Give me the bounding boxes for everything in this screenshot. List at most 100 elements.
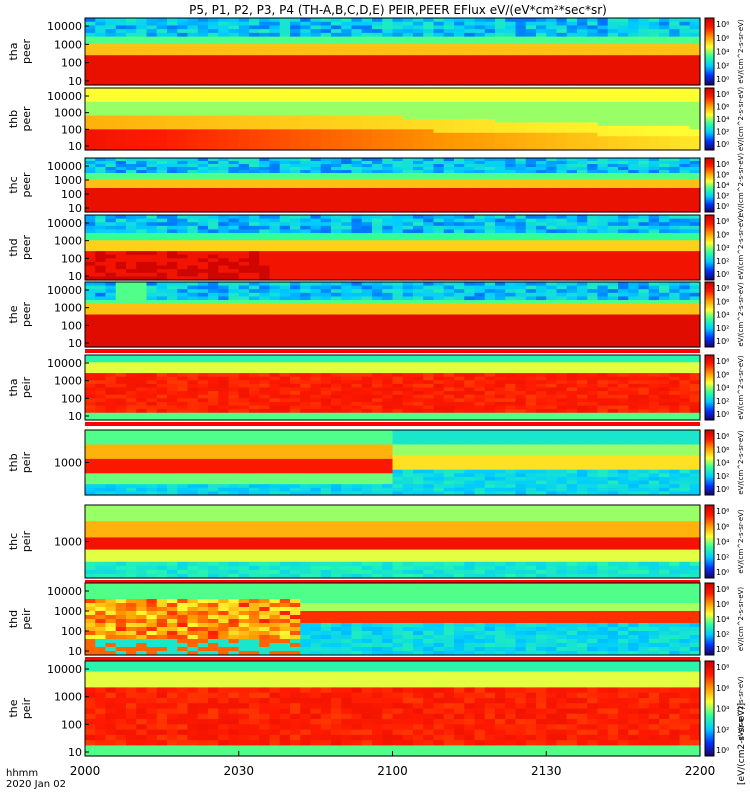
spectrogram-cell <box>320 332 332 337</box>
spectrogram-cell <box>566 70 578 75</box>
spectrogram-cell <box>484 55 496 60</box>
spectrogram-cell <box>136 188 148 192</box>
spectrogram-cell <box>351 81 363 86</box>
spectrogram-cell <box>290 265 301 270</box>
spectrogram-cell <box>556 44 568 49</box>
spectrogram-cell <box>126 112 137 117</box>
spectrogram-cell <box>238 25 250 30</box>
spectrogram-cell <box>484 91 496 96</box>
spectrogram-cell <box>566 58 578 64</box>
spectrogram-cell <box>310 194 322 198</box>
spectrogram-cell <box>249 194 260 198</box>
spectrogram-cell <box>382 269 394 274</box>
spectrogram-cell <box>392 336 404 341</box>
spectrogram-cell <box>167 310 178 316</box>
spectrogram-cell <box>361 139 373 144</box>
spectrogram-cell <box>423 132 435 137</box>
spectrogram-cell <box>597 66 609 71</box>
spectrogram-cell <box>197 132 209 137</box>
spectrogram-cell <box>197 55 209 60</box>
spectrogram-cell <box>638 170 650 174</box>
spectrogram-cell <box>689 40 701 45</box>
spectrogram-cell <box>249 258 260 263</box>
spectrogram-cell <box>187 108 199 113</box>
spectrogram-cell <box>259 185 271 189</box>
spectrogram-cell <box>115 36 127 41</box>
spectrogram-cell <box>577 91 588 96</box>
spectrogram-cell <box>607 70 619 75</box>
spectrogram-cell <box>484 269 496 274</box>
spectrogram-cell <box>238 129 250 134</box>
spectrogram-cell <box>689 47 701 53</box>
spectrogram-cell <box>300 136 312 141</box>
spectrogram-cell <box>187 115 199 120</box>
spectrogram-cell <box>187 254 199 259</box>
spectrogram-cell <box>218 91 230 96</box>
spectrogram-cell <box>679 197 691 201</box>
spectrogram-cell <box>597 222 609 227</box>
spectrogram-cell <box>259 321 271 326</box>
spectrogram-cell <box>505 47 517 53</box>
spectrogram-cell <box>136 81 148 86</box>
spectrogram-cell <box>413 203 424 207</box>
spectrogram-cell <box>382 29 394 34</box>
spectrogram-cell <box>95 136 107 141</box>
spectrogram-cell <box>259 66 271 71</box>
spectrogram-cell <box>269 289 281 294</box>
spectrogram-cell <box>249 206 260 210</box>
spectrogram-cell <box>669 254 681 259</box>
spectrogram-cell <box>341 336 353 341</box>
spectrogram-cell <box>628 44 640 49</box>
spectrogram-cell <box>413 146 424 151</box>
spectrogram-cell <box>443 269 455 274</box>
spectrogram-cell <box>95 339 107 344</box>
spectrogram-cell <box>105 240 117 245</box>
spectrogram-cell <box>187 40 199 45</box>
spectrogram-cell <box>208 47 219 53</box>
spectrogram-cell <box>320 336 332 341</box>
spectrogram-cell <box>208 125 219 130</box>
colorbar-tick-label: 10⁶ <box>716 171 729 180</box>
spectrogram-cell <box>382 209 394 213</box>
spectrogram-cell <box>618 101 629 106</box>
spectrogram-cell <box>351 66 363 71</box>
spectrogram-cell <box>443 200 455 204</box>
spectrogram-cell <box>443 191 455 195</box>
spectrogram-cell <box>279 247 291 252</box>
spectrogram-cell <box>320 300 332 305</box>
spectrogram-cell <box>638 29 650 34</box>
spectrogram-cell <box>474 25 486 30</box>
spectrogram-cell <box>197 218 209 223</box>
spectrogram-cell <box>566 179 578 183</box>
spectrogram-cell <box>156 328 168 334</box>
spectrogram-cell <box>618 51 629 56</box>
spectrogram-cell <box>433 161 445 165</box>
spectrogram-cell <box>525 185 537 189</box>
spectrogram-cell <box>546 191 558 195</box>
spectrogram-cell <box>156 143 168 148</box>
spectrogram-cell <box>320 161 332 165</box>
spectrogram-cell <box>290 81 301 86</box>
spectrogram-cell <box>659 58 670 64</box>
spectrogram-cell <box>566 191 578 195</box>
spectrogram-cell <box>546 119 558 124</box>
spectrogram-cell <box>618 276 629 281</box>
spectrogram-cell <box>361 173 373 177</box>
spectrogram-cell <box>669 243 681 249</box>
spectrogram-cell <box>126 98 137 103</box>
spectrogram-cell <box>197 222 209 227</box>
spectrogram-cell <box>105 209 117 213</box>
spectrogram-cell <box>525 21 537 27</box>
spectrogram-cell <box>249 29 260 34</box>
spectrogram-cell <box>310 285 322 290</box>
spectrogram-cell <box>689 188 701 192</box>
spectrogram-cell <box>105 179 117 183</box>
spectrogram-cell <box>587 81 599 86</box>
spectrogram-cell <box>259 170 271 174</box>
spectrogram-cell <box>423 47 435 53</box>
spectrogram-cell <box>607 161 619 165</box>
spectrogram-cell <box>238 203 250 207</box>
spectrogram-cell <box>146 300 158 305</box>
spectrogram-cell <box>167 289 178 294</box>
spectrogram-cell <box>238 209 250 213</box>
